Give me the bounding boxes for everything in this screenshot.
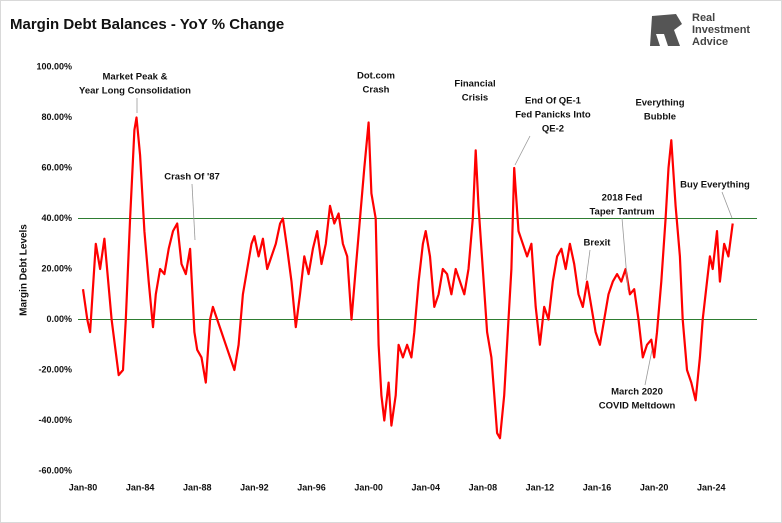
x-tick-label: Jan-20 (640, 482, 669, 492)
x-tick-label: Jan-12 (526, 482, 555, 492)
annotation: Brexit (584, 238, 612, 249)
annotation: Crash Of '87 (164, 172, 220, 183)
annotation: End Of QE-1 (525, 96, 582, 107)
x-tick-label: Jan-84 (126, 482, 155, 492)
annotation: Fed Panicks Into (515, 110, 591, 121)
y-tick-label: 20.00% (41, 263, 72, 273)
annotation: Year Long Consolidation (79, 86, 191, 97)
y-tick-label: 80.00% (41, 112, 72, 122)
x-tick-label: Jan-88 (183, 482, 212, 492)
logo-text: Advice (692, 36, 728, 48)
y-tick-label: 100.00% (36, 61, 72, 71)
chart-title: Margin Debt Balances - YoY % Change (10, 16, 284, 33)
y-tick-label: 0.00% (46, 314, 72, 324)
annotation: QE-2 (542, 124, 564, 135)
y-tick-label: -60.00% (38, 465, 72, 475)
x-tick-label: Jan-96 (297, 482, 326, 492)
x-tick-label: Jan-00 (354, 482, 383, 492)
annotation-pointer (621, 217, 629, 291)
annotation: Everything (635, 98, 684, 109)
y-axis-label: Margin Debt Levels (19, 224, 30, 316)
annotation-pointer (644, 349, 653, 386)
data-line (81, 116, 734, 440)
y-tick-label: 40.00% (41, 213, 72, 223)
annotation-pointer (721, 191, 733, 219)
annotation: 2018 Fed (602, 193, 643, 204)
annotation: Crisis (462, 93, 488, 104)
annotation: March 2020 (611, 387, 663, 398)
annotation: Dot.com (357, 71, 395, 82)
annotation: Buy Everything (680, 180, 750, 191)
annotation: Taper Tantrum (589, 207, 654, 218)
annotation: Crash (363, 85, 390, 96)
annotation: Financial (454, 79, 495, 90)
annotation: COVID Meltdown (599, 401, 676, 412)
y-tick-label: -40.00% (38, 415, 72, 425)
annotation: Market Peak & (103, 72, 168, 83)
logo-text: Investment (692, 24, 750, 36)
x-tick-label: Jan-92 (240, 482, 269, 492)
y-tick-label: 60.00% (41, 162, 72, 172)
x-tick-label: Jan-16 (583, 482, 612, 492)
logo-text: Real (692, 12, 715, 24)
x-tick-label: Jan-08 (469, 482, 498, 492)
logo: Real Investment Advice (650, 12, 750, 48)
annotation-pointer (585, 249, 591, 281)
x-tick-label: Jan-04 (411, 482, 440, 492)
logo-icon (650, 14, 682, 46)
annotation-pointer (514, 135, 531, 166)
x-tick-label: Jan-80 (69, 482, 98, 492)
annotation-pointer (191, 183, 196, 241)
y-tick-label: -20.00% (38, 364, 72, 374)
x-tick-label: Jan-24 (697, 482, 726, 492)
annotation: Bubble (644, 112, 676, 123)
